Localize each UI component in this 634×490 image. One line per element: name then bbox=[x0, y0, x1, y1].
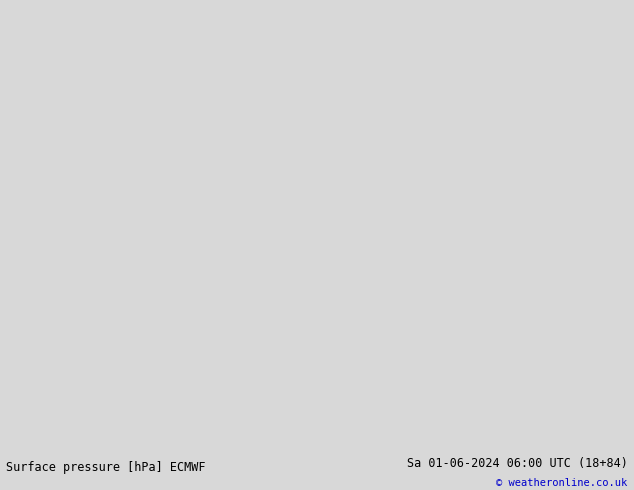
Text: Surface pressure [hPa] ECMWF: Surface pressure [hPa] ECMWF bbox=[6, 461, 206, 474]
Text: Sa 01-06-2024 06:00 UTC (18+84): Sa 01-06-2024 06:00 UTC (18+84) bbox=[407, 457, 628, 470]
Text: © weatheronline.co.uk: © weatheronline.co.uk bbox=[496, 478, 628, 489]
